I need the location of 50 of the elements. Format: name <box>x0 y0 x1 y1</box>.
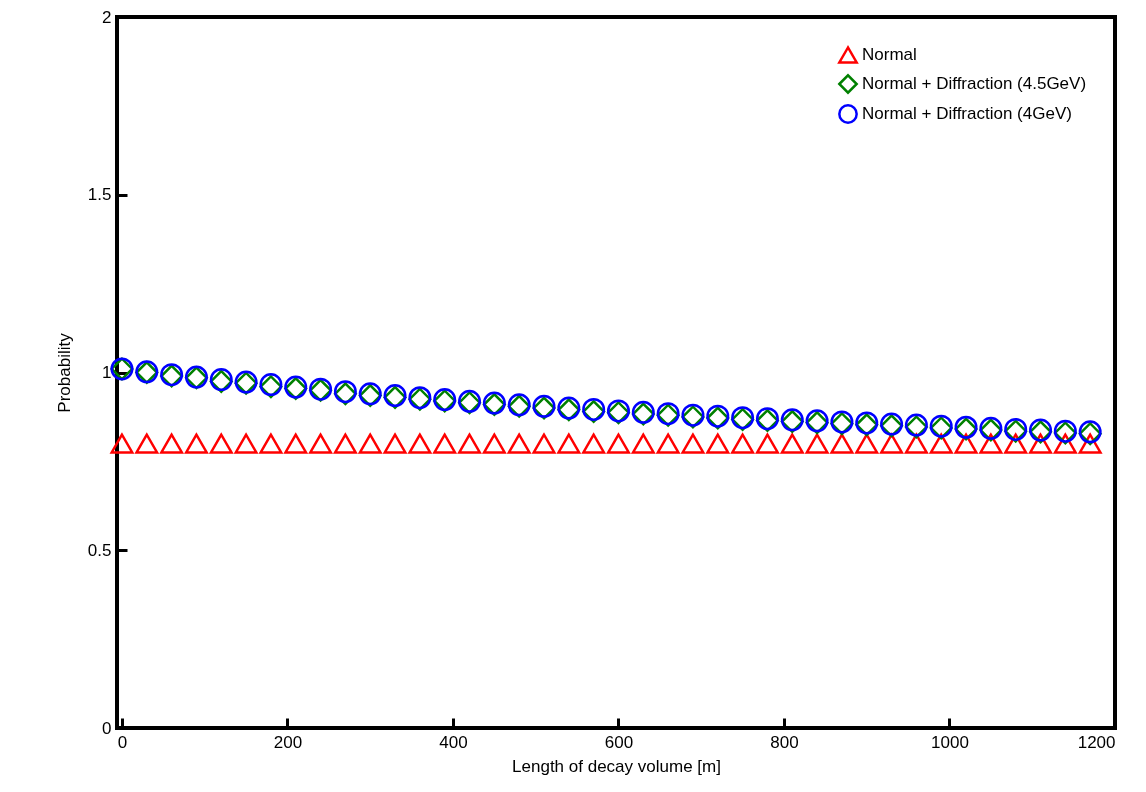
y-axis-title: Probability <box>54 332 74 413</box>
point <box>979 433 1003 454</box>
point <box>408 433 432 454</box>
x-axis-title: Length of decay volume [m] <box>512 756 721 776</box>
x-tick-label: 200 <box>273 732 303 752</box>
point <box>309 433 333 454</box>
point <box>160 433 184 454</box>
point <box>209 433 233 454</box>
y-tick-label: 0 <box>102 718 112 738</box>
point <box>780 433 804 454</box>
legend-label: Normal + Diffraction (4.5GeV) <box>862 74 1087 93</box>
point <box>557 433 581 454</box>
point <box>184 433 208 454</box>
y-tick-label: 2 <box>102 7 112 27</box>
point <box>805 433 829 454</box>
x-tick-label: 1000 <box>931 732 969 752</box>
x-tick-label: 1200 <box>1077 732 1116 752</box>
point <box>532 433 556 454</box>
point <box>755 433 779 454</box>
point <box>631 433 655 454</box>
point <box>383 433 407 454</box>
y-tick-label: 1.5 <box>87 185 112 205</box>
y-tick-label: 0.5 <box>87 540 112 560</box>
point <box>582 433 606 454</box>
point <box>681 433 705 454</box>
y-tick-label: 1 <box>102 363 112 382</box>
point <box>830 433 854 454</box>
point <box>706 433 730 454</box>
x-tick-label: 800 <box>770 732 799 752</box>
point <box>855 433 879 454</box>
point <box>656 433 680 454</box>
point <box>433 433 457 454</box>
x-tick-label: 400 <box>439 732 468 752</box>
point <box>482 433 506 454</box>
legend-label: Normal + Diffraction (4GeV) <box>862 104 1072 123</box>
point <box>234 433 258 454</box>
point <box>731 433 755 454</box>
point <box>358 433 382 454</box>
point <box>259 433 283 454</box>
point <box>284 433 308 454</box>
point <box>606 433 630 454</box>
legend-label: Normal <box>862 45 917 64</box>
point <box>458 433 482 454</box>
point <box>110 433 134 454</box>
point <box>954 433 978 454</box>
point <box>507 433 531 454</box>
point <box>135 433 159 454</box>
point <box>333 433 357 454</box>
x-tick-label: 600 <box>604 732 634 752</box>
x-tick-label: 0 <box>117 732 128 752</box>
